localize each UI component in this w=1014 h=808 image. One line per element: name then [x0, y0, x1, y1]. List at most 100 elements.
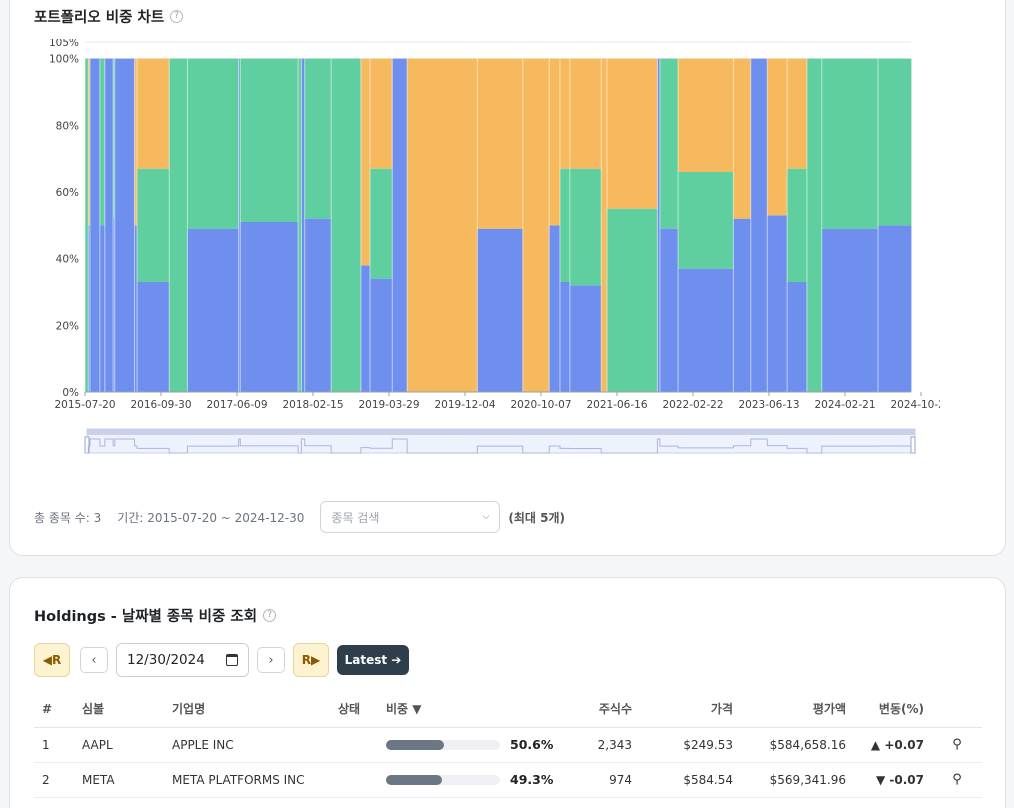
row-symbol[interactable]: AAPL [74, 727, 164, 763]
weight-percent: 49.3% [510, 772, 554, 787]
area-band-blue [392, 58, 408, 393]
chevron-down-icon: ⌵ [482, 512, 490, 522]
area-band-green [559, 168, 571, 282]
col-symbol[interactable]: 심볼 [74, 691, 164, 728]
area-band-blue [659, 228, 679, 392]
area-band-green [169, 58, 188, 393]
col-value[interactable]: 평가액 [733, 691, 846, 728]
area-band-blue [767, 215, 788, 392]
area-band-blue [569, 285, 602, 392]
area-band-green [304, 58, 332, 219]
symbol-search-placeholder: 종목 검색 [331, 510, 380, 525]
x-tick-label: 2018-02-15 [282, 399, 343, 411]
table-row[interactable]: 2 META META PLATFORMS INC 49.3% 974 $584… [34, 762, 982, 798]
area-band-orange [134, 58, 138, 226]
weight-bar [386, 739, 500, 750]
area-band-green [240, 58, 299, 223]
col-status[interactable]: 상태 [330, 691, 378, 728]
prev-date-button[interactable]: ‹ [80, 647, 108, 673]
area-band-orange [549, 58, 561, 226]
max-note: (최대 5개) [508, 510, 566, 525]
row-value: $584,658.16 [733, 727, 846, 763]
row-price: $584.54 [632, 762, 733, 798]
area-band-orange [369, 58, 393, 169]
area-band-blue [134, 225, 138, 392]
row-index: 1 [34, 727, 74, 763]
area-band-orange [559, 58, 571, 169]
area-band-blue [787, 282, 808, 392]
symbol-search-select[interactable]: 종목 검색 ⌵ [320, 501, 501, 533]
area-band-blue [678, 268, 734, 392]
x-tick-label: 2024-02-21 [814, 399, 875, 411]
x-tick-label: 2020-10-07 [510, 399, 571, 411]
area-band-blue [304, 218, 332, 392]
y-tick-label: 60% [56, 187, 79, 199]
y-tick-label: 40% [56, 254, 79, 266]
area-band-blue [89, 58, 101, 393]
latest-button[interactable]: Latest ➔ [337, 645, 409, 675]
next-date-button[interactable]: › [257, 647, 285, 673]
area-band-green [678, 172, 734, 269]
x-tick-label: 2024-10-28 [890, 399, 940, 411]
x-tick-label: 2019-03-29 [358, 399, 419, 411]
x-tick-label: 2015-07-20 [54, 399, 115, 411]
col-shares[interactable]: 주식수 [560, 691, 632, 728]
area-band-orange [787, 58, 808, 169]
search-icon[interactable]: ⚲ [924, 727, 982, 763]
row-shares: 974 [560, 762, 632, 798]
area-band-orange [407, 58, 478, 393]
row-status [330, 727, 378, 763]
area-band-green [569, 168, 602, 286]
calendar-icon[interactable] [226, 654, 238, 666]
area-band-blue [549, 225, 561, 392]
area-band-blue [750, 58, 768, 393]
col-price[interactable]: 가격 [632, 691, 733, 728]
area-band-blue [114, 58, 135, 393]
col-weight[interactable]: 비중 ▼ [378, 691, 560, 728]
area-band-blue [99, 225, 106, 392]
area-band-blue [559, 282, 571, 392]
area-band-orange [601, 58, 608, 393]
chart-title: 포트폴리오 비중 차트 [34, 10, 165, 26]
help-icon[interactable]: ? [263, 609, 277, 622]
weight-bar [386, 774, 500, 785]
area-band-blue [137, 282, 170, 392]
area-band-green [877, 58, 912, 226]
area-band-green [607, 208, 658, 392]
date-input[interactable]: 12/30/2024 [116, 643, 249, 677]
holdings-table: # 심볼 기업명 상태 비중 ▼ 주식수 가격 평가액 변동(%) 1 AAPL… [34, 691, 982, 798]
zoom-slider-handle-bar[interactable] [87, 429, 915, 435]
area-band-orange [569, 58, 602, 169]
col-change[interactable]: 변동(%) [846, 691, 924, 728]
zoom-right-handle[interactable] [910, 436, 916, 454]
next-rebalance-button[interactable]: R▶ [293, 643, 329, 677]
row-change: ▲ +0.07 [846, 727, 924, 763]
row-symbol[interactable]: META [74, 762, 164, 798]
prev-rebalance-button[interactable]: ◀R [34, 643, 70, 677]
y-tick-label: 0% [62, 387, 79, 399]
area-band-blue [477, 228, 524, 392]
x-tick-label: 2022-02-22 [662, 399, 723, 411]
area-band-green [187, 58, 240, 229]
weight-bar-fill [386, 774, 443, 785]
weight-area-chart[interactable]: 0% 20% 40% 60% 80% 100% 105% 2015-07-20 2016-09-… [40, 39, 940, 499]
y-tick-label: 105% [49, 39, 79, 49]
area-band-orange [733, 58, 752, 219]
help-icon[interactable]: ? [170, 10, 184, 23]
portfolio-chart-card: 포트폴리오 비중 차트 ? 0% 20% 40% 60% 80% 100% 105% 2015… [9, 0, 1006, 556]
area-band-blue [877, 225, 912, 392]
total-count: 총 종목 수: 3 [34, 510, 102, 525]
col-actions [924, 691, 982, 728]
y-tick-label: 100% [49, 54, 79, 66]
area-band-green [369, 168, 393, 279]
holdings-card: Holdings - 날짜별 종목 비중 조회 ? ◀R ‹ 12/30/202… [9, 577, 1006, 808]
col-company[interactable]: 기업명 [164, 691, 330, 728]
area-band-blue [238, 58, 241, 393]
area-band-blue [369, 278, 393, 392]
x-tick-label: 2016-09-30 [130, 399, 191, 411]
area-band-orange [88, 58, 91, 226]
search-icon[interactable]: ⚲ [924, 762, 982, 798]
x-tick-label: 2017-06-09 [206, 399, 267, 411]
row-weight: 49.3% [378, 762, 560, 798]
table-row[interactable]: 1 AAPL APPLE INC 50.6% 2,343 $249.53 $58… [34, 727, 982, 763]
